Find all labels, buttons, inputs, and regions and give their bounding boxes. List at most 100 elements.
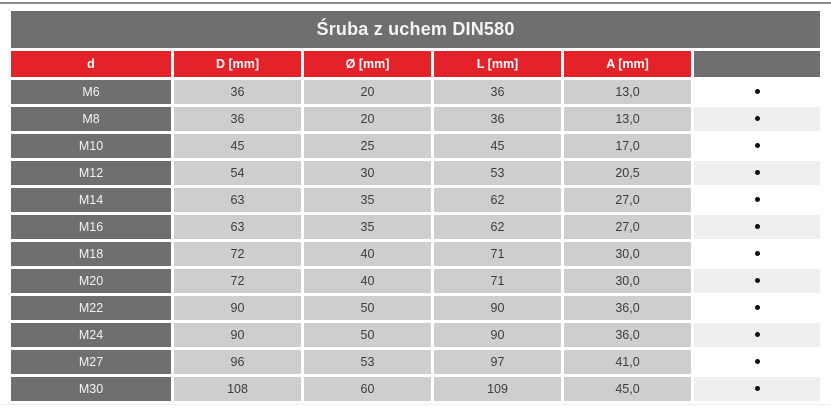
cell-A: 20,5 — [564, 161, 691, 185]
availability-cell — [694, 161, 821, 185]
availability-cell — [694, 215, 821, 239]
cell-L: 71 — [434, 242, 561, 266]
cell-A: 30,0 — [564, 242, 691, 266]
table-row: M12 54 30 53 20,5 — [11, 161, 821, 185]
cell-L: 97 — [434, 350, 561, 374]
availability-dot-icon — [754, 143, 760, 149]
spec-table-container: Śruba z uchem DIN580 d D [mm] Ø [mm] L [… — [8, 8, 823, 404]
availability-cell — [694, 80, 821, 104]
cell-diameter: 60 — [304, 377, 431, 401]
table-row: M14 63 35 62 27,0 — [11, 188, 821, 212]
availability-dot-icon — [754, 251, 760, 257]
cell-diameter: 30 — [304, 161, 431, 185]
availability-dot-icon — [754, 197, 760, 203]
cell-D: 96 — [174, 350, 301, 374]
top-divider — [0, 2, 831, 4]
row-label: M8 — [11, 107, 171, 131]
availability-dot-icon — [754, 170, 760, 176]
column-header-availability — [694, 51, 821, 77]
page-title: Śruba z uchem DIN580 — [11, 11, 821, 48]
table-row: M20 72 40 71 30,0 — [11, 269, 821, 293]
cell-L: 71 — [434, 269, 561, 293]
row-label: M14 — [11, 188, 171, 212]
row-label: M20 — [11, 269, 171, 293]
cell-diameter: 50 — [304, 296, 431, 320]
table-row: M24 90 50 90 36,0 — [11, 323, 821, 347]
table-row: M27 96 53 97 41,0 — [11, 350, 821, 374]
column-header-L-mm: L [mm] — [434, 51, 561, 77]
row-label: M22 — [11, 296, 171, 320]
column-header-D-mm: D [mm] — [174, 51, 301, 77]
availability-dot-icon — [754, 89, 760, 95]
row-label: M18 — [11, 242, 171, 266]
table-row: M18 72 40 71 30,0 — [11, 242, 821, 266]
cell-diameter: 20 — [304, 80, 431, 104]
cell-A: 13,0 — [564, 80, 691, 104]
cell-L: 90 — [434, 323, 561, 347]
cell-A: 27,0 — [564, 215, 691, 239]
title-row: Śruba z uchem DIN580 — [11, 11, 821, 48]
availability-cell — [694, 323, 821, 347]
availability-cell — [694, 350, 821, 374]
cell-A: 41,0 — [564, 350, 691, 374]
cell-A: 36,0 — [564, 296, 691, 320]
spec-table-body: M6 36 20 36 13,0 M8 36 20 36 13,0 M10 45… — [11, 80, 821, 401]
cell-D: 90 — [174, 296, 301, 320]
cell-D: 108 — [174, 377, 301, 401]
cell-L: 53 — [434, 161, 561, 185]
bottom-divider — [0, 404, 831, 405]
availability-cell — [694, 107, 821, 131]
availability-dot-icon — [754, 332, 760, 338]
cell-L: 109 — [434, 377, 561, 401]
availability-dot-icon — [754, 386, 760, 392]
cell-L: 90 — [434, 296, 561, 320]
cell-diameter: 35 — [304, 215, 431, 239]
cell-L: 45 — [434, 134, 561, 158]
table-row: M22 90 50 90 36,0 — [11, 296, 821, 320]
cell-diameter: 25 — [304, 134, 431, 158]
cell-L: 36 — [434, 80, 561, 104]
cell-diameter: 40 — [304, 269, 431, 293]
row-label: M27 — [11, 350, 171, 374]
cell-A: 17,0 — [564, 134, 691, 158]
availability-dot-icon — [754, 224, 760, 230]
availability-dot-icon — [754, 116, 760, 122]
availability-dot-icon — [754, 359, 760, 365]
availability-cell — [694, 242, 821, 266]
column-header-A-mm: A [mm] — [564, 51, 691, 77]
cell-diameter: 40 — [304, 242, 431, 266]
table-row: M6 36 20 36 13,0 — [11, 80, 821, 104]
cell-diameter: 53 — [304, 350, 431, 374]
cell-L: 62 — [434, 215, 561, 239]
cell-A: 13,0 — [564, 107, 691, 131]
availability-cell — [694, 188, 821, 212]
cell-A: 30,0 — [564, 269, 691, 293]
cell-L: 36 — [434, 107, 561, 131]
row-label: M30 — [11, 377, 171, 401]
row-label: M10 — [11, 134, 171, 158]
cell-diameter: 35 — [304, 188, 431, 212]
cell-A: 36,0 — [564, 323, 691, 347]
cell-D: 63 — [174, 188, 301, 212]
spec-table: Śruba z uchem DIN580 d D [mm] Ø [mm] L [… — [8, 8, 823, 404]
cell-D: 54 — [174, 161, 301, 185]
row-label: M6 — [11, 80, 171, 104]
table-row: M10 45 25 45 17,0 — [11, 134, 821, 158]
table-row: M16 63 35 62 27,0 — [11, 215, 821, 239]
cell-D: 90 — [174, 323, 301, 347]
table-row: M30 108 60 109 45,0 — [11, 377, 821, 401]
column-header-diameter: Ø [mm] — [304, 51, 431, 77]
column-header-row: d D [mm] Ø [mm] L [mm] A [mm] — [11, 51, 821, 77]
cell-D: 45 — [174, 134, 301, 158]
cell-diameter: 20 — [304, 107, 431, 131]
availability-cell — [694, 134, 821, 158]
cell-D: 36 — [174, 80, 301, 104]
availability-cell — [694, 377, 821, 401]
cell-L: 62 — [434, 188, 561, 212]
row-label: M16 — [11, 215, 171, 239]
cell-diameter: 50 — [304, 323, 431, 347]
row-label: M12 — [11, 161, 171, 185]
table-row: M8 36 20 36 13,0 — [11, 107, 821, 131]
availability-dot-icon — [754, 305, 760, 311]
availability-dot-icon — [754, 278, 760, 284]
